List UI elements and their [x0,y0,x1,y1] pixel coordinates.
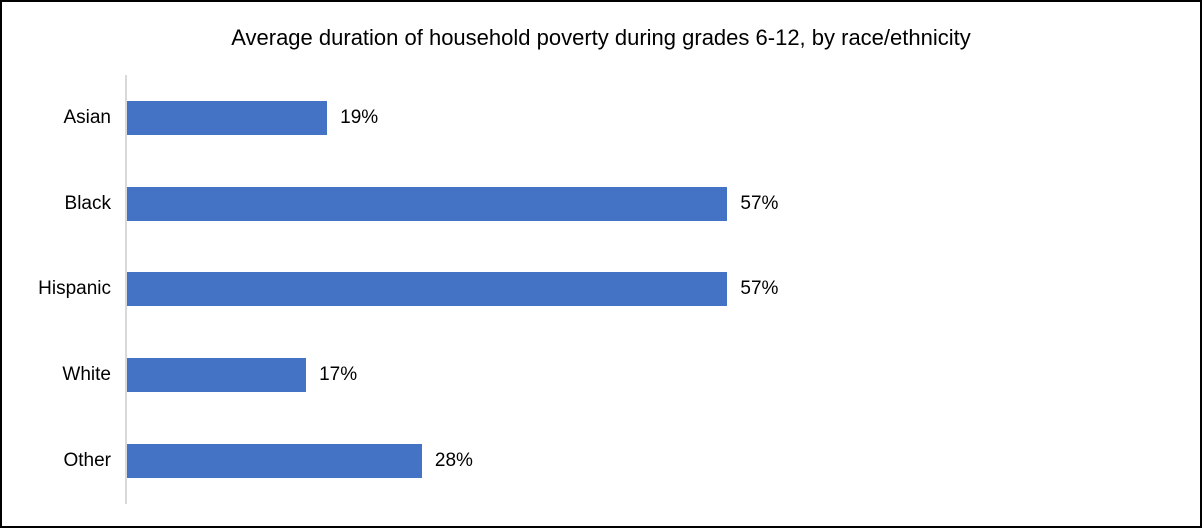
bar [127,358,307,393]
value-label: 28% [434,450,473,472]
value-label: 57% [740,192,779,214]
category-label: White [62,364,111,386]
bar-zone: 17% [125,332,1200,419]
category-label: Hispanic [38,278,111,300]
bar-row: Black 57% [2,160,1200,247]
bar-row: Other 28% [2,418,1200,504]
bar-zone: 19% [125,75,1200,161]
bar-row: Hispanic 57% [2,246,1200,333]
value-label: 19% [340,106,379,128]
bar [127,100,328,135]
value-label: 57% [740,278,779,300]
bar [127,186,728,221]
bar-rows: Asian 19% Black 57% Hispanic 57% White 17% Other… [2,75,1200,504]
value-label: 17% [319,364,358,386]
category-label: Other [63,450,111,472]
bar-row: White 17% [2,332,1200,419]
bar-row: Asian 19% [2,75,1200,161]
bar-zone: 28% [125,418,1200,504]
bar [127,444,422,479]
bar-zone: 57% [125,246,1200,333]
bar-zone: 57% [125,160,1200,247]
category-label: Black [64,192,111,214]
chart-title: Average duration of household poverty du… [231,25,971,50]
bar [127,272,728,307]
plot-area: Asian 19% Black 57% Hispanic 57% White 17% Other… [2,75,1200,504]
category-label: Asian [63,106,111,128]
